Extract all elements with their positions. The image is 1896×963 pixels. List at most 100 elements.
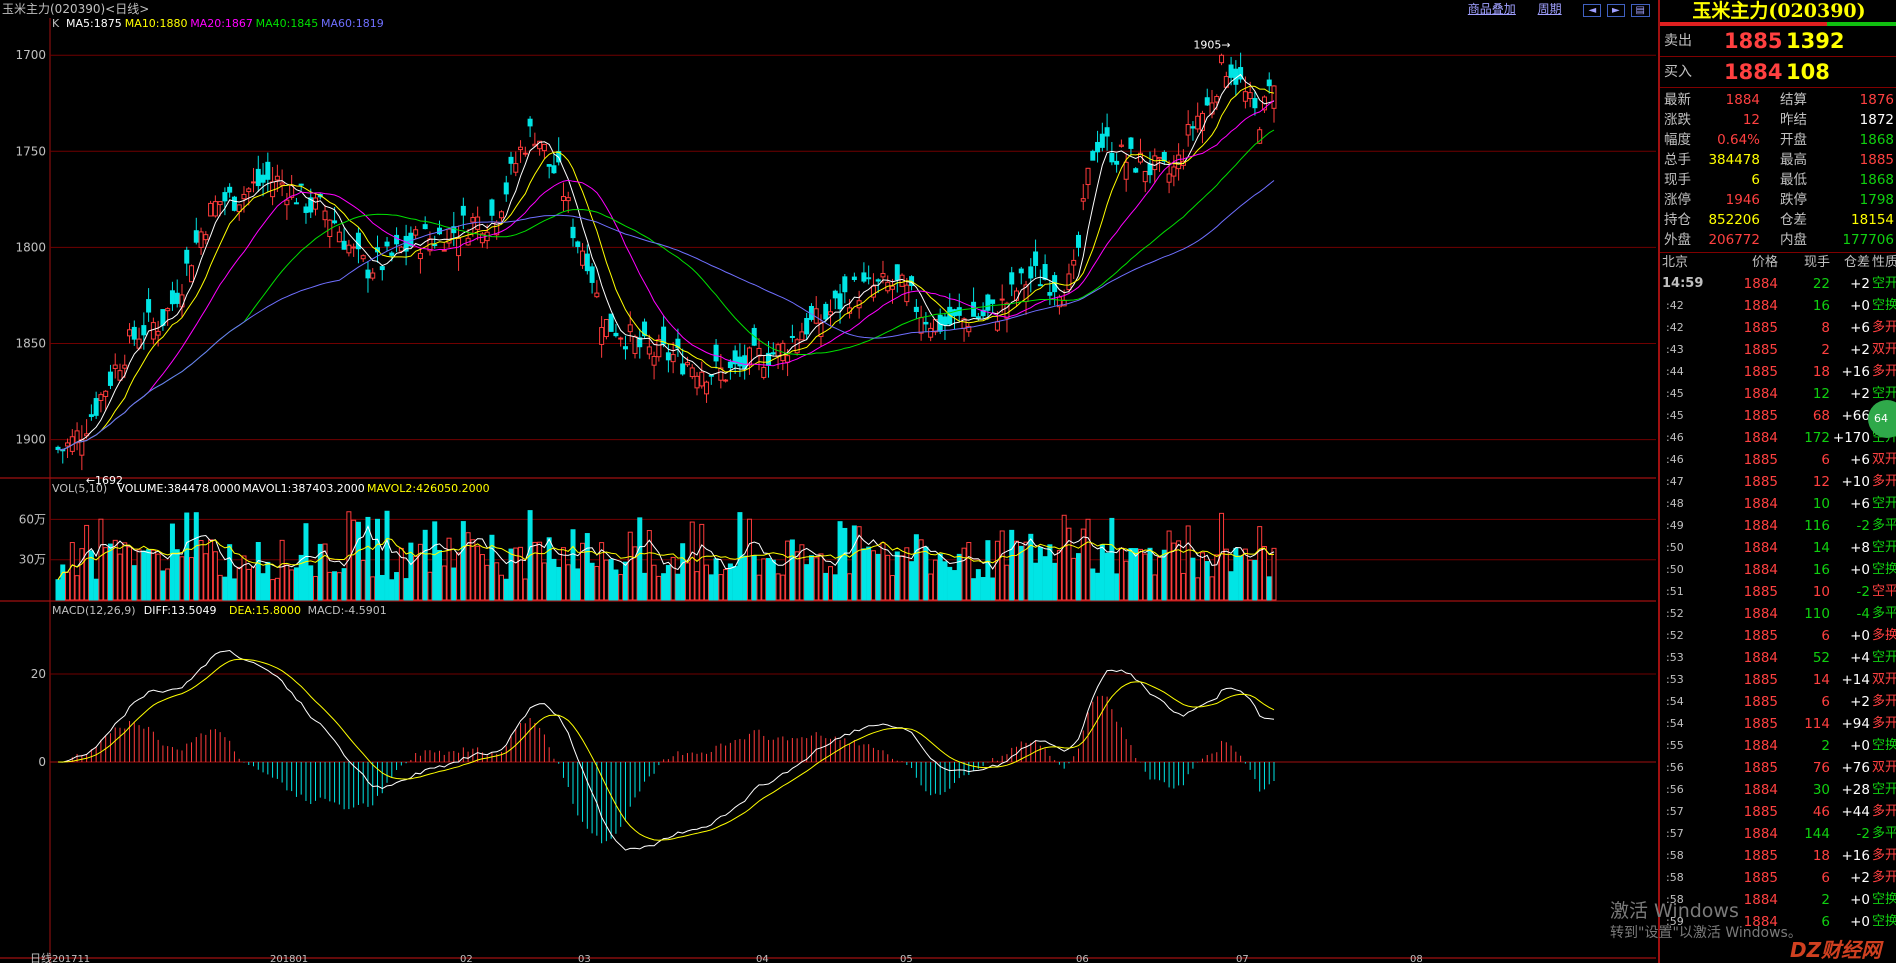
candle-body <box>1228 64 1234 78</box>
volume-bar <box>55 579 61 601</box>
tick-row[interactable]: :49 1884 116 -2 多平 <box>1660 515 1896 537</box>
volume-bar <box>1185 525 1191 601</box>
pager-icon[interactable]: ▤ <box>1630 4 1650 17</box>
stat-value: 1884 <box>1725 92 1760 108</box>
tick-oi-change: +14 <box>1841 672 1871 688</box>
buy-quote[interactable]: 买入 1884 108 <box>1660 57 1896 88</box>
tick-row[interactable]: :42 1884 16 +0 空换 <box>1660 295 1896 317</box>
candle-body <box>1037 284 1043 287</box>
tick-list[interactable]: 14:59 1884 22 +2 空开:42 1884 16 +0 空换:42 1885 8 +6 多开… <box>1660 273 1896 933</box>
candle-body <box>1009 272 1015 285</box>
candle-body <box>880 273 886 278</box>
macd-legend-item: MACD:-4.5901 <box>308 604 387 617</box>
tick-row[interactable]: :50 1884 16 +0 空换 <box>1660 559 1896 581</box>
tick-row[interactable]: :56 1884 30 +28 空开 <box>1660 779 1896 801</box>
tick-row[interactable]: :55 1884 2 +0 空换 <box>1660 735 1896 757</box>
tick-row[interactable]: :52 1884 110 -4 多平 <box>1660 603 1896 625</box>
commodity-overlay-link[interactable]: 商品叠加 <box>1467 2 1516 16</box>
tick-volume: 30 <box>1812 782 1830 798</box>
tick-row[interactable]: :46 1885 6 +6 双开 <box>1660 449 1896 471</box>
volume-bar <box>384 510 390 601</box>
volume-bar <box>942 561 948 601</box>
tick-volume: 6 <box>1821 870 1830 886</box>
volume-bar <box>704 564 710 601</box>
tick-row[interactable]: :47 1885 12 +10 多开 <box>1660 471 1896 493</box>
tick-row[interactable]: :54 1885 114 +94 多开 <box>1660 713 1896 735</box>
candle-body <box>93 398 99 416</box>
candle-body <box>184 249 190 264</box>
tick-row[interactable]: :51 1885 10 -2 空平 <box>1660 581 1896 603</box>
period-link[interactable]: 周期 <box>1537 2 1562 16</box>
tick-row[interactable]: :48 1884 10 +6 空开 <box>1660 493 1896 515</box>
float-bubble[interactable]: 64 <box>1868 400 1896 438</box>
stat-value: 852206 <box>1708 212 1760 228</box>
candle-body <box>956 307 962 316</box>
tick-row[interactable]: :50 1884 14 +8 空开 <box>1660 537 1896 559</box>
tick-row[interactable]: :54 1885 6 +2 多开 <box>1660 691 1896 713</box>
candle-body <box>308 197 314 213</box>
tick-oi-change: +2 <box>1850 386 1870 402</box>
candle-body <box>389 252 395 256</box>
x-axis-corner-label: 日线 <box>30 951 52 963</box>
tick-time: :42 <box>1666 321 1684 334</box>
tick-row[interactable]: :58 1884 2 +0 空换 <box>1660 889 1896 911</box>
tick-row[interactable]: :58 1885 18 +16 多开 <box>1660 845 1896 867</box>
tick-nature: 多开 <box>1872 320 1896 335</box>
tick-time: 14:59 <box>1662 276 1704 291</box>
volume-bar <box>408 542 414 601</box>
tick-row[interactable]: :59 1884 6 +0 空换 <box>1660 911 1896 933</box>
tick-row[interactable]: :45 1884 12 +2 空开 <box>1660 383 1896 405</box>
sell-quote[interactable]: 卖出 1885 1392 <box>1660 26 1896 57</box>
tick-row[interactable]: :58 1885 6 +2 多开 <box>1660 867 1896 889</box>
candle-body <box>422 224 428 230</box>
tick-row[interactable]: 14:59 1884 22 +2 空开 <box>1660 273 1896 295</box>
candle-body <box>565 197 571 202</box>
buy-volume: 108 <box>1786 60 1830 84</box>
volume-bar <box>1152 574 1158 601</box>
tick-row[interactable]: :57 1885 46 +44 多开 <box>1660 801 1896 823</box>
volume-bar <box>842 527 848 601</box>
tick-row[interactable]: :52 1885 6 +0 多换 <box>1660 625 1896 647</box>
candle-body <box>770 352 776 355</box>
sell-label: 卖出 <box>1664 33 1692 49</box>
prev-icon[interactable]: ◄ <box>1583 4 1602 17</box>
volume-bar <box>866 546 872 601</box>
tick-price: 1884 <box>1743 540 1778 556</box>
tick-time: :54 <box>1666 717 1684 730</box>
tick-row[interactable]: :57 1884 144 -2 多平 <box>1660 823 1896 845</box>
stats-row: 幅度 0.64% 开盘 1868 <box>1660 130 1896 150</box>
buy-sell-ratio-bar <box>1660 22 1896 26</box>
x-axis-date-label: 02 <box>460 954 473 963</box>
volume-bar <box>603 559 609 601</box>
tick-row[interactable]: :43 1885 2 +2 双开 <box>1660 339 1896 361</box>
tick-row[interactable]: :56 1885 76 +76 双开 <box>1660 757 1896 779</box>
tick-time: :55 <box>1666 739 1684 752</box>
candle-body <box>1033 251 1039 266</box>
candle-body <box>684 362 690 366</box>
next-icon[interactable]: ► <box>1607 4 1625 17</box>
volume-bar <box>422 529 428 601</box>
tick-price: 1885 <box>1743 342 1778 358</box>
tick-volume: 144 <box>1804 826 1830 842</box>
tick-price: 1885 <box>1743 474 1778 490</box>
mavol2-line <box>57 537 1275 580</box>
volume-bar <box>1242 548 1248 601</box>
tick-time: :50 <box>1666 563 1684 576</box>
tick-row[interactable]: :42 1885 8 +6 多开 <box>1660 317 1896 339</box>
tick-volume: 52 <box>1812 650 1830 666</box>
chart-grid <box>0 18 1656 963</box>
stat-value: 384478 <box>1708 152 1760 168</box>
volume-bar <box>122 542 128 601</box>
volume-bar <box>1266 576 1272 601</box>
tick-row[interactable]: :53 1885 14 +14 双开 <box>1660 669 1896 691</box>
candle-body <box>174 292 180 304</box>
tick-row[interactable]: :44 1885 18 +16 多开 <box>1660 361 1896 383</box>
tick-row[interactable]: :53 1884 52 +4 空开 <box>1660 647 1896 669</box>
candle-body <box>1085 167 1091 186</box>
macd-tick-label: 0 <box>38 755 46 769</box>
candle-body <box>551 165 557 174</box>
volume-bar <box>88 550 94 601</box>
